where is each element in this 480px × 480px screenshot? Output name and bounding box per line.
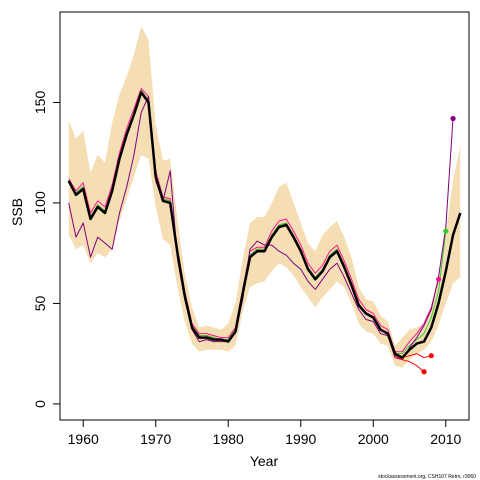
x-axis-title: Year [250,453,279,469]
y-axis: 0 50 100 150 [32,91,61,408]
x-tick-label: 2000 [358,431,389,447]
x-tick-label: 2010 [430,431,461,447]
y-tick-label: 100 [32,191,48,215]
confidence-band-layer [68,26,461,368]
retro-series-endpoint-3 [443,228,449,234]
retro-series-line-5 [394,355,425,373]
retro-series-line-2 [68,87,439,353]
x-axis: 1960 1970 1980 1990 2000 2010 [68,419,462,447]
y-tick-label: 0 [32,400,48,408]
confidence-band [68,26,461,368]
x-tick-label: 1960 [68,431,99,447]
x-tick-label: 1980 [213,431,244,447]
x-tick-label: 1970 [140,431,171,447]
final-estimate-line [67,91,462,359]
x-tick-label: 1990 [285,431,316,447]
credit-text: stockassessment.org, CSH107 Retro, r3060 [378,474,476,480]
retro-series-endpoint-5 [421,369,427,375]
retro-series-endpoint-4 [450,115,456,122]
y-tick-label: 150 [32,91,48,115]
y-axis-title: SSB [9,198,25,226]
series-layer [67,87,462,373]
y-tick-label: 50 [32,295,48,311]
retro-series-endpoint-2 [435,276,442,282]
retro-series-endpoint-1 [428,353,434,359]
endpoint-layer [421,115,456,375]
